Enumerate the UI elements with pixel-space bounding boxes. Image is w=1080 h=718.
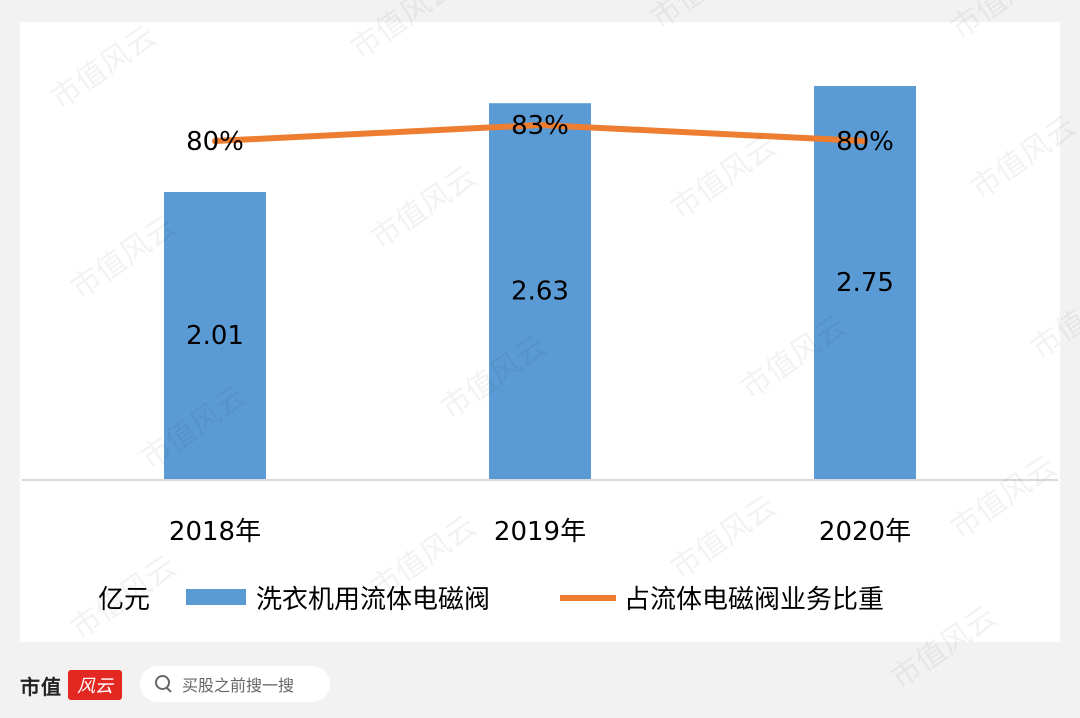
brand-name: 市值 [20, 674, 62, 699]
bar-2 [814, 86, 916, 480]
series-line-share [212, 122, 868, 144]
x-tick-label-2: 2020年 [819, 517, 911, 547]
search-icon [152, 673, 174, 695]
search-placeholder: 买股之前搜一搜 [182, 676, 295, 695]
x-tick-label-0: 2018年 [169, 517, 261, 547]
line-label-0: 80% [186, 127, 244, 157]
line-label-2: 80% [836, 127, 894, 157]
bar-label-0: 2.01 [186, 321, 244, 351]
unit-label: 亿元 [98, 585, 150, 615]
search-box[interactable]: 买股之前搜一搜 [140, 666, 330, 702]
footer: 市值 风云 买股之前搜一搜 [0, 652, 1080, 718]
brand[interactable]: 市值 风云 [20, 666, 122, 704]
line-label-1: 83% [511, 111, 569, 141]
brand-logo: 风云 [68, 670, 122, 700]
bar-label-1: 2.63 [511, 277, 569, 307]
legend-bar-label: 洗衣机用流体电磁阀 [256, 585, 490, 615]
legend-bar-swatch [186, 589, 246, 605]
chart-card: 2.01 2.63 2.75 80% 83% 80% 2018年 2019年 2020年 亿元… [20, 22, 1060, 642]
bar-0 [164, 192, 266, 480]
x-tick-label-1: 2019年 [494, 517, 586, 547]
bar-1 [489, 103, 591, 481]
bar-label-2: 2.75 [836, 268, 894, 298]
legend-line-label: 占流体电磁阀业务比重 [624, 585, 884, 615]
chart-svg: 2.01 2.63 2.75 80% 83% 80% 2018年 2019年 2020年 亿元… [22, 86, 1058, 615]
